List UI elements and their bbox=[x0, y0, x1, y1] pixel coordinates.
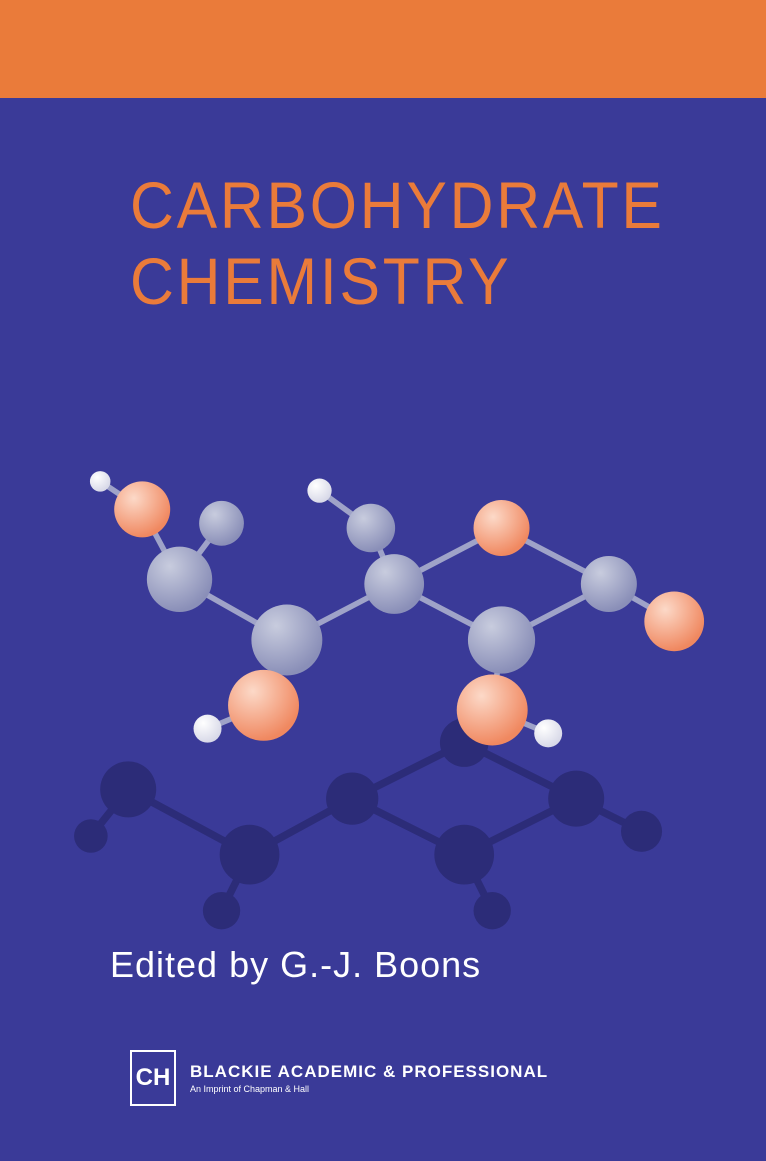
shadow-bonds bbox=[91, 743, 642, 911]
molecule-diagram bbox=[0, 388, 766, 948]
editor-credit: Edited by G.-J. Boons bbox=[110, 944, 481, 986]
title-block: CARBOHYDRATE CHEMISTRY bbox=[130, 168, 766, 320]
top-color-band bbox=[0, 0, 766, 98]
foreground-atoms bbox=[90, 471, 704, 747]
publisher-logo-icon: CH bbox=[130, 1050, 176, 1106]
main-cover-area: CARBOHYDRATE CHEMISTRY bbox=[0, 98, 766, 1161]
publisher-name: BLACKIE ACADEMIC & PROFESSIONAL bbox=[190, 1062, 548, 1082]
publisher-text: BLACKIE ACADEMIC & PROFESSIONAL An Impri… bbox=[190, 1062, 548, 1094]
title-line-2: CHEMISTRY bbox=[130, 244, 715, 320]
shadow-atoms bbox=[74, 718, 662, 929]
publisher-imprint: An Imprint of Chapman & Hall bbox=[190, 1084, 548, 1094]
title-line-1: CARBOHYDRATE bbox=[130, 168, 715, 244]
book-cover: CARBOHYDRATE CHEMISTRY bbox=[0, 0, 766, 1161]
publisher-block: CH BLACKIE ACADEMIC & PROFESSIONAL An Im… bbox=[130, 1050, 548, 1106]
